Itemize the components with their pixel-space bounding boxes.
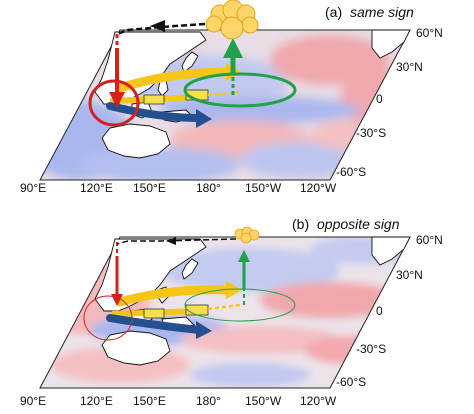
yellow-arrow-upper — [115, 67, 235, 93]
lon-label: 120°W — [300, 394, 337, 408]
north-america-coast — [371, 29, 411, 59]
lon-label: 150°W — [245, 394, 282, 408]
blue-arrow — [106, 102, 204, 122]
circulation-arrows-a — [88, 0, 297, 128]
lon-label: 90°E — [20, 394, 46, 408]
lon-label: 120°E — [80, 181, 113, 195]
map-frame-a — [39, 29, 411, 181]
panel-a-letter: (a) — [325, 4, 342, 20]
yellow-dashed-link — [207, 303, 241, 311]
lat-label: -30°S — [356, 126, 386, 140]
lon-label: 90°E — [20, 181, 46, 195]
lon-label: 150°W — [245, 181, 282, 195]
panel-a: (a) same sign 60°N 30°N 0 -30°S -60°S 90… — [20, 0, 443, 195]
panel-b: (b) opposite sign 60°N 30°N 0 -30°S -60°… — [20, 216, 443, 408]
lon-label: 180° — [196, 181, 221, 195]
blue-arrowhead — [196, 321, 212, 339]
yellow-dashed-link — [207, 90, 241, 97]
green-circulation-loop — [184, 288, 296, 322]
yellow-box-west — [143, 94, 165, 105]
yellow-box-west — [143, 308, 165, 319]
sst-anomaly-field-b — [40, 237, 410, 388]
australia-landmass — [101, 123, 171, 159]
yellow-box-east — [185, 304, 209, 316]
lat-label: -30°S — [356, 342, 386, 356]
black-return-arrowhead — [150, 20, 165, 32]
panel-a-title: same sign — [350, 4, 414, 20]
japan-island — [181, 258, 199, 280]
blue-arrow — [106, 314, 204, 334]
australia-landmass — [101, 330, 171, 366]
lon-label: 150°E — [133, 181, 166, 195]
lat-label: -60°S — [336, 375, 366, 389]
panel-b-title: opposite sign — [317, 216, 400, 232]
lat-label: 30°N — [396, 268, 423, 282]
black-return-flow — [116, 22, 206, 36]
blue-arrowhead — [196, 109, 212, 128]
lon-label: 150°E — [133, 394, 166, 408]
convection-cloud-b — [234, 226, 260, 244]
map-frame-b — [39, 236, 411, 389]
lat-label: 0 — [376, 304, 383, 318]
red-circulation-loop — [88, 79, 140, 127]
circulation-arrows-b — [83, 226, 296, 341]
yellow-arrowhead-upper — [226, 281, 242, 299]
red-circulation-loop — [83, 295, 133, 341]
lon-label: 120°E — [80, 394, 113, 408]
lat-label: 60°N — [416, 233, 443, 247]
panel-b-letter: (b) — [292, 216, 309, 232]
lat-label: 60°N — [416, 26, 443, 40]
convection-cloud-a — [205, 0, 259, 40]
lat-label: 0 — [376, 92, 383, 106]
lon-label: 180° — [196, 394, 221, 408]
lon-label: 120°W — [300, 181, 337, 195]
japan-island — [181, 51, 199, 73]
black-return-arrowhead — [166, 237, 176, 245]
black-return-flow — [116, 238, 237, 245]
north-america-coast — [371, 236, 411, 266]
yellow-arrow-upper — [115, 285, 235, 307]
green-circulation-loop — [183, 72, 297, 108]
lat-label: 30°N — [396, 60, 423, 74]
lat-label: -60°S — [336, 165, 366, 179]
